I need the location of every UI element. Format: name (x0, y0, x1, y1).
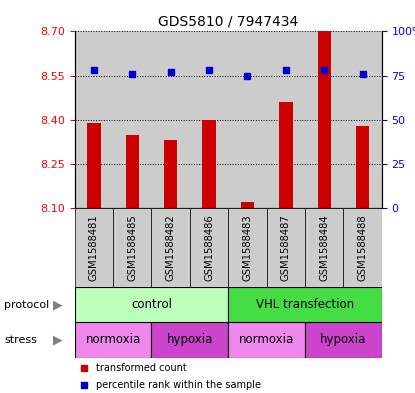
Bar (75, 322, 151, 358)
Bar (126, 134, 139, 208)
Bar (75, 208, 113, 287)
Text: GSM1588481: GSM1588481 (89, 214, 99, 281)
Text: stress: stress (4, 335, 37, 345)
Bar (317, 31, 331, 208)
Bar (151, 31, 190, 208)
Bar (75, 31, 113, 208)
Bar (228, 287, 382, 322)
Bar (87, 123, 100, 208)
Text: normoxia: normoxia (85, 333, 141, 347)
Text: GSM1588486: GSM1588486 (204, 214, 214, 281)
Text: control: control (131, 298, 172, 311)
Text: GSM1588487: GSM1588487 (281, 214, 291, 281)
Text: transformed count: transformed count (96, 362, 187, 373)
Bar (190, 208, 228, 287)
Text: hypoxia: hypoxia (320, 333, 366, 347)
Bar (113, 208, 151, 287)
Text: ▶: ▶ (53, 333, 63, 347)
Bar (164, 140, 177, 208)
Bar (228, 322, 305, 358)
Text: GSM1588483: GSM1588483 (242, 214, 252, 281)
Bar (356, 126, 369, 208)
Bar (344, 31, 382, 208)
Bar (279, 102, 293, 208)
Title: GDS5810 / 7947434: GDS5810 / 7947434 (158, 15, 298, 29)
Text: GSM1588488: GSM1588488 (358, 214, 368, 281)
Text: ▶: ▶ (53, 298, 63, 311)
Bar (151, 322, 228, 358)
Text: protocol: protocol (4, 299, 49, 310)
Text: GSM1588484: GSM1588484 (319, 214, 329, 281)
Bar (267, 31, 305, 208)
Bar (267, 208, 305, 287)
Bar (305, 322, 382, 358)
Text: GSM1588482: GSM1588482 (166, 214, 176, 281)
Bar (228, 208, 267, 287)
Text: percentile rank within the sample: percentile rank within the sample (96, 380, 261, 390)
Bar (305, 31, 344, 208)
Bar (113, 31, 151, 208)
Text: normoxia: normoxia (239, 333, 294, 347)
Text: hypoxia: hypoxia (167, 333, 213, 347)
Text: GSM1588485: GSM1588485 (127, 214, 137, 281)
Bar (241, 202, 254, 208)
Bar (228, 31, 267, 208)
Bar (190, 31, 228, 208)
Text: VHL transfection: VHL transfection (256, 298, 354, 311)
Bar (344, 208, 382, 287)
Bar (151, 208, 190, 287)
Bar (305, 208, 344, 287)
Bar (203, 120, 216, 208)
Bar (75, 287, 228, 322)
